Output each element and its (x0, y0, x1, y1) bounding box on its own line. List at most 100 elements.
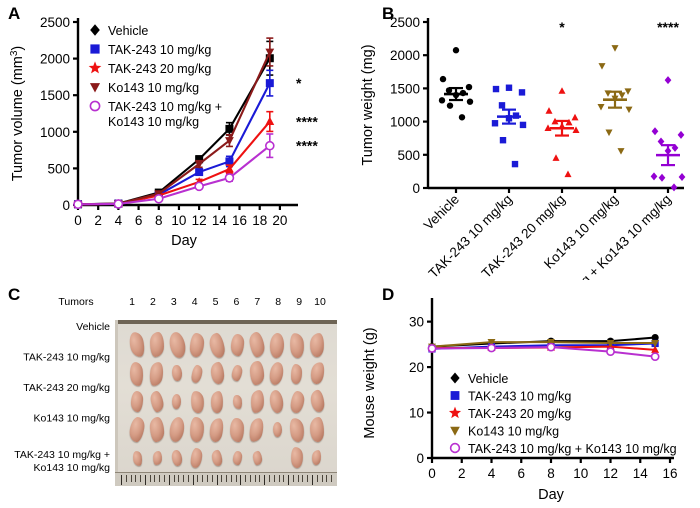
ruler-tick (249, 475, 251, 482)
tumor-specimen (152, 450, 162, 466)
panel-b-data-point (499, 136, 507, 144)
panel-d-chart: 0 10 20 30 0 2 4 6 8 10 12 14 16 Day Mouse weight (g) V… (362, 298, 678, 503)
panel-a-legend-label: Ko143 10 mg/kg (108, 81, 199, 95)
tumor-row-label: Ko143 10 mg/kg (34, 413, 111, 425)
panel-d-x-tick-label: 4 (488, 466, 496, 481)
ruler-tick (269, 475, 270, 482)
y-title-close: ) (10, 46, 26, 51)
ruler-tick (254, 475, 256, 482)
panel-b-group (438, 47, 474, 121)
panel-b-data-point (452, 47, 460, 54)
ruler-tick (316, 475, 318, 482)
ruler-tick (273, 475, 275, 482)
panel-b-data-point (657, 137, 665, 146)
panel-a-y-tick-label: 0 (62, 198, 70, 213)
panel-a-series-line (77, 120, 271, 206)
panel-b-data-point (572, 126, 580, 133)
panel-b-letter: B (382, 4, 395, 23)
ruler-tick (164, 475, 165, 482)
ruler-tick (302, 475, 304, 482)
panel-d-legend-marker (450, 372, 460, 384)
panel-a-y-tick-label: 500 (47, 161, 70, 176)
ruler-tick (140, 475, 142, 482)
panel-a-x-tick-label: 8 (155, 213, 163, 228)
panel-b-data-point (658, 173, 666, 182)
panel-a-legend-marker (90, 24, 100, 36)
ruler-tick (245, 475, 247, 482)
panel-d-legend-label: TAK-243 10 mg/kg + Ko143 10 mg/kg (468, 442, 677, 456)
panel-d-legend-label: TAK-243 20 mg/kg (468, 407, 571, 421)
panel-a-data-point (265, 48, 275, 57)
panel-b-data-point (650, 172, 658, 181)
tumor-specimen (171, 365, 183, 382)
photo-ruler (115, 472, 337, 486)
panel-b-data-point (505, 84, 513, 91)
panel-a-data-point (265, 140, 275, 151)
panel-c-labels: Tumors 1 2 3 4 5 6 7 8 9 10 Vehicle TAK-243 10 mg/kg… (14, 296, 326, 474)
panel-a-y-tick-label: 1500 (40, 88, 70, 103)
tumor-row-label: TAK-243 10 mg/kg + (14, 449, 110, 461)
panel-b-data-point (617, 148, 625, 155)
panel-a-legend: Vehicle TAK-243 10 mg/kg TAK-243 20 mg/kg K… (88, 24, 222, 129)
panel-a-legend-marker (89, 100, 101, 112)
panel-d-legend: Vehicle TAK-243 10 mg/kg TAK-243 20 mg/kg K… (448, 372, 677, 456)
panel-b-y-tick-label: 0 (412, 181, 420, 196)
panel-d-data-point (606, 347, 615, 357)
panel-b-data-point (624, 88, 632, 95)
panel-a-y-tick-label: 2000 (40, 52, 70, 67)
panel-d-x-tick-label: 2 (458, 466, 466, 481)
panel-d-series (427, 342, 660, 362)
panel-d-letter: D (382, 285, 395, 304)
ruler-tick (331, 475, 332, 482)
ruler-tick (283, 475, 285, 482)
tumor-column-number: 2 (150, 296, 156, 308)
panel-a-data-point (73, 199, 83, 210)
panel-a-data-point (265, 79, 274, 88)
panel-b-data-point (498, 102, 506, 109)
ruler-tick (297, 475, 299, 482)
panel-a-significance-marker: **** (296, 138, 318, 154)
panel-b-data-point (518, 89, 526, 96)
panel-d-x-tick-label: 0 (428, 466, 436, 481)
panel-a-data-point (225, 137, 234, 146)
panel-b-y-tick-label: 2000 (390, 48, 420, 63)
panel-a-x-tick-label: 14 (212, 213, 228, 228)
ruler-tick (144, 475, 146, 485)
ruler-tick (173, 475, 175, 482)
panel-b-data-point (564, 170, 572, 178)
panel-a-data-point (225, 157, 234, 166)
panel-d-y-tick-label: 10 (409, 406, 424, 421)
panel-d-data-point (487, 343, 496, 353)
panel-a-x-tick-label: 18 (252, 213, 267, 228)
panel-a-data-point (225, 124, 234, 133)
panel-d-y-tick-label: 20 (409, 360, 424, 375)
ruler-tick (206, 475, 208, 482)
panel-d-data-point (651, 339, 660, 348)
panel-b-data-point (544, 124, 552, 131)
panel-d-data-point (427, 344, 437, 353)
panel-a-legend-marker (89, 83, 101, 93)
panel-b-data-point (458, 114, 466, 121)
tumor-specimen (229, 417, 244, 442)
panel-b-data-point (466, 98, 474, 105)
ruler-tick (292, 475, 294, 482)
panel-d-x-tick-label: 6 (517, 466, 525, 481)
panel-b-y-tick-label: 500 (397, 148, 420, 163)
panel-b-y-axis-title: Tumor weight (mg) (360, 44, 376, 165)
tumor-specimen (231, 394, 243, 409)
panel-b: B 0 500 1000 1500 2000 2500 Tumor weight (mg) V… (350, 0, 700, 280)
panel-d-x-tick-label: 14 (633, 466, 649, 481)
panel-a-data-point (224, 173, 235, 183)
panel-b-group (597, 45, 633, 155)
panel-d-data-point (651, 345, 660, 353)
panel-b-data-point (605, 129, 613, 137)
panel-a-series-line (77, 144, 271, 206)
tumor-row-label: TAK-243 10 mg/kg (23, 352, 110, 364)
panel-c-letter: C (8, 285, 21, 304)
photo-top-edge (115, 320, 337, 324)
panel-a-legend-label: TAK-243 20 mg/kg (108, 62, 211, 76)
tumor-photograph (115, 320, 337, 486)
panel-d-data-point (650, 352, 660, 362)
tumor-column-number: 9 (296, 296, 302, 308)
